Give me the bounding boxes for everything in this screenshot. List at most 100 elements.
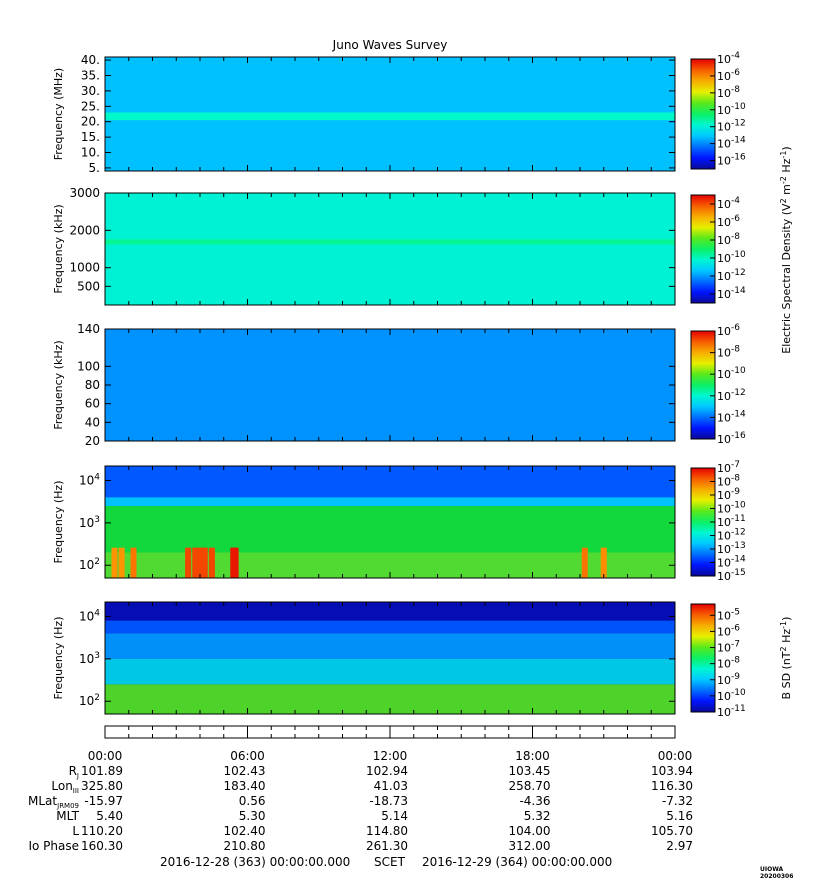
colorbar-tick-exponent: -8 (731, 85, 740, 95)
colorbar-tick-label: 10-11 (717, 704, 746, 719)
colorbar-tick-label: 10-4 (717, 51, 740, 66)
colorbar-tick-exponent: -8 (731, 345, 740, 355)
y-tick-label: 104 (79, 473, 100, 488)
colorbar-tick-exponent: -8 (731, 656, 740, 666)
y-tick-label: 35. (81, 68, 100, 82)
ephemeris-value: 105.70 (651, 824, 693, 838)
colorbar-tick-exponent: -6 (731, 214, 740, 224)
panel-hfr-low: 500 1000 2000 3000 Frequency (kHz) 10-4 10-6 10… (52, 186, 746, 306)
colorbar-tick-exponent: -7 (731, 640, 740, 650)
ephemeris-label: MLatJRM09 (28, 794, 79, 810)
colorbar-tick-exponent: -14 (731, 555, 746, 565)
spectrogram-background (105, 329, 675, 441)
ephemeris-value: 183.40 (224, 779, 266, 793)
colorbar-tick-exponent: -10 (731, 688, 746, 698)
colorbar (690, 330, 716, 440)
ephemeris-value: 210.80 (224, 839, 266, 853)
colorbar-tick-label: 10-6 (717, 214, 740, 229)
y-tick-label: 60 (85, 397, 100, 411)
ephemeris-value: 102.43 (224, 764, 266, 778)
footer-end: 2016-12-29 (364) 00:00:00.000 (422, 855, 613, 869)
colorbar-tick-exponent: -14 (731, 136, 746, 146)
colorbar-tick-label: 10-14 (717, 286, 746, 301)
y-tick-label: 103 (79, 515, 100, 530)
colorbar-tick-exponent: -5 (731, 607, 740, 617)
colorbar (690, 194, 716, 304)
panels: 5.10. 15.20. 25.30. 35.40. Frequency (MHz) 10… (52, 51, 793, 719)
ephemeris-value: 103.94 (651, 764, 693, 778)
y-tick-label-exponent: 4 (94, 473, 100, 483)
ephemeris-value: 0.56 (239, 794, 266, 808)
colorbar-tick-exponent: -10 (731, 250, 746, 260)
y-tick-label: 104 (79, 609, 100, 624)
label-part: Hz (780, 158, 793, 176)
y-tick-label: 100 (77, 359, 100, 373)
y-tick-label-exponent: 2 (94, 557, 100, 567)
time-axis: 00:00 06:00 12:00 18:00 00:00 (88, 725, 692, 763)
spectrogram-band (105, 112, 675, 121)
colorbar-tick-exponent: -11 (731, 514, 746, 524)
colorbar-tick-label: 10-16 (717, 153, 746, 168)
ephemeris-value: 160.30 (81, 839, 123, 853)
label-part: Hz (780, 629, 793, 647)
panel-lfr-high: 20 40 60 80 100 140 Frequency (kHz) 10-6 10-8 10-… (52, 322, 746, 448)
y-tick-label-exponent: 3 (94, 651, 100, 661)
colorbar-tick-exponent: -8 (731, 232, 740, 242)
footer-start: 2016-12-28 (363) 00:00:00.000 (160, 855, 351, 869)
spectrogram-band (105, 497, 675, 507)
spectrogram-band (105, 506, 675, 553)
spectrogram-burst (600, 547, 607, 578)
colorbar-tick-label: 10-7 (717, 640, 740, 655)
colorbar-tick-exponent: -14 (731, 286, 746, 296)
y-tick-label-exponent: 4 (94, 609, 100, 619)
label-part: B SD (nT (780, 651, 793, 699)
colorbar-tick-label: 10-5 (717, 607, 740, 622)
colorbar-tick-label: 10-6 (717, 323, 740, 338)
ephemeris-value: 110.20 (81, 824, 123, 838)
colorbar-tick-exponent: -11 (731, 704, 746, 714)
y-tick-label: 30. (81, 84, 100, 98)
colorbar-tick-exponent: -16 (731, 431, 746, 441)
ephemeris-value: -7.32 (662, 794, 693, 808)
y-tick-label: 103 (79, 651, 100, 666)
label-part: -1 (779, 621, 788, 629)
colorbar-tick-label: 10-8 (717, 85, 740, 100)
time-tick-label: 12:00 (373, 749, 408, 763)
colorbar-tick-exponent: -16 (731, 153, 746, 163)
ephemeris-table: RJ 101.89 102.43 102.94 103.45 103.94 LonIII 32… (28, 764, 693, 853)
ephemeris-value: 41.03 (374, 779, 408, 793)
ephemeris-value: 5.32 (524, 809, 551, 823)
colorbar-tick-exponent: -12 (731, 119, 746, 129)
ephemeris-value: 5.14 (381, 809, 408, 823)
ephemeris-value: 116.30 (651, 779, 693, 793)
spectrogram-band (105, 658, 675, 685)
y-axis-label: Frequency (Hz) (52, 481, 65, 564)
time-tick-label: 18:00 (515, 749, 550, 763)
colorbar-tick-label: 10-6 (717, 623, 740, 638)
y-tick-label: 25. (81, 99, 100, 113)
label-part: m (780, 184, 793, 198)
spectrogram-burst (118, 547, 125, 578)
ephemeris-value: 258.70 (509, 779, 551, 793)
colorbar-tick-label: 10-16 (717, 431, 746, 446)
y-tick-label: 1000 (69, 261, 100, 275)
colorbar-tick-exponent: -10 (731, 102, 746, 112)
y-tick-label: 15. (81, 130, 100, 144)
colorbar-tick-exponent: -7 (731, 460, 740, 470)
spectrogram-burst (197, 547, 203, 578)
ephemeris-value: 102.40 (224, 824, 266, 838)
spectrogram-background (105, 193, 675, 305)
label-part: -2 (779, 176, 788, 184)
spectrogram-burst (185, 547, 192, 578)
y-axis-label: Frequency (Hz) (52, 617, 65, 700)
y-axis-label: Frequency (MHz) (52, 68, 65, 160)
y-tick-label: 20. (81, 115, 100, 129)
colorbar-tick-label: 10-8 (717, 232, 740, 247)
colorbar-tick-label: 10-6 (717, 68, 740, 83)
b-spectral-density-label: B SD (nT2 Hz-1) (779, 617, 793, 700)
ephemeris-label-subscript: JRM09 (56, 802, 79, 810)
ephemeris-value: 114.80 (366, 824, 408, 838)
colorbar-tick-label: 10-15 (717, 568, 746, 583)
ephemeris-label: LonIII (51, 779, 79, 795)
